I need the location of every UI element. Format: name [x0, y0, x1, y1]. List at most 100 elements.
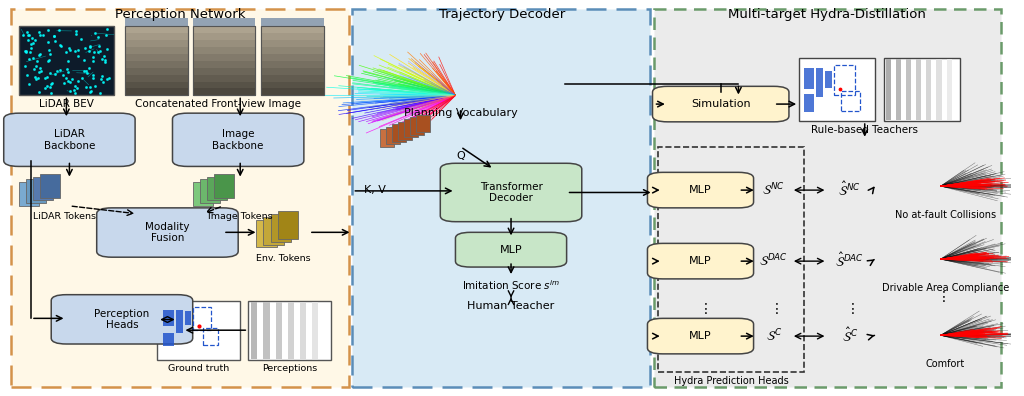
Bar — [261, 40, 324, 47]
Bar — [261, 19, 324, 27]
Text: Ground truth: Ground truth — [168, 364, 229, 373]
Point — [81, 65, 97, 71]
Text: Image Tokens: Image Tokens — [208, 212, 272, 221]
Point — [29, 75, 45, 82]
Text: $\hat{\mathcal{S}}^{C}$: $\hat{\mathcal{S}}^{C}$ — [842, 327, 858, 345]
Bar — [193, 19, 255, 27]
Point — [26, 55, 42, 61]
Point — [67, 87, 83, 93]
Point — [41, 57, 57, 63]
Text: Concatenated Front-view Image: Concatenated Front-view Image — [135, 99, 301, 109]
Point — [52, 42, 69, 48]
Bar — [125, 27, 187, 33]
Point — [67, 83, 83, 89]
Bar — [164, 310, 173, 326]
Point — [96, 57, 113, 63]
Point — [20, 81, 37, 87]
Point — [24, 41, 40, 47]
Point — [81, 48, 97, 54]
Point — [68, 28, 84, 34]
Bar — [193, 27, 255, 95]
Text: Image
Backbone: Image Backbone — [213, 129, 264, 150]
Point — [35, 32, 51, 38]
Point — [38, 83, 54, 89]
Point — [85, 58, 101, 65]
Point — [37, 74, 53, 81]
Bar — [158, 301, 241, 360]
Point — [41, 46, 57, 53]
Point — [84, 54, 100, 61]
Bar — [193, 182, 213, 206]
Point — [22, 49, 38, 55]
Point — [22, 56, 38, 62]
Bar — [288, 302, 294, 359]
Bar — [125, 19, 187, 27]
Text: $\hat{\mathcal{S}}^{DAC}$: $\hat{\mathcal{S}}^{DAC}$ — [836, 252, 864, 270]
Point — [86, 49, 102, 55]
Point — [60, 44, 77, 51]
FancyBboxPatch shape — [96, 208, 239, 257]
FancyBboxPatch shape — [440, 163, 582, 222]
Bar — [398, 122, 412, 140]
Point — [87, 30, 103, 36]
FancyBboxPatch shape — [647, 318, 754, 354]
Bar — [18, 27, 114, 95]
Point — [74, 75, 90, 81]
Point — [33, 68, 49, 74]
Bar — [263, 302, 269, 359]
Bar — [896, 59, 901, 120]
Text: Rule-based Teachers: Rule-based Teachers — [811, 125, 919, 135]
Text: MLP: MLP — [689, 256, 712, 266]
Point — [92, 90, 109, 96]
Point — [40, 27, 56, 33]
Point — [99, 46, 116, 53]
Text: Comfort: Comfort — [926, 359, 966, 369]
Bar — [261, 27, 324, 33]
Point — [87, 82, 103, 89]
Point — [42, 51, 58, 57]
Bar — [184, 311, 190, 325]
Point — [40, 58, 56, 64]
Bar — [835, 65, 855, 95]
Bar — [164, 333, 173, 346]
Point — [73, 36, 89, 42]
Text: Hydra Prediction Heads: Hydra Prediction Heads — [674, 376, 788, 386]
Bar — [193, 82, 255, 88]
Bar — [300, 302, 306, 359]
Text: LiDAR
Backbone: LiDAR Backbone — [44, 129, 95, 150]
Point — [99, 76, 116, 82]
Point — [47, 38, 63, 44]
Bar — [40, 174, 60, 198]
Bar — [248, 301, 331, 360]
Bar — [125, 75, 187, 82]
Point — [43, 80, 59, 86]
Text: Imitation Score $s^{im}$: Imitation Score $s^{im}$ — [462, 278, 560, 292]
Bar — [125, 40, 187, 47]
Point — [20, 32, 37, 38]
Point — [19, 37, 36, 43]
Bar — [193, 19, 255, 27]
Bar — [125, 19, 187, 27]
Point — [27, 37, 43, 44]
Point — [94, 55, 111, 62]
Point — [55, 80, 72, 86]
Bar — [804, 68, 814, 89]
Text: Env. Tokens: Env. Tokens — [256, 254, 311, 263]
Text: MLP: MLP — [500, 245, 522, 255]
Point — [59, 57, 76, 64]
Point — [82, 84, 98, 91]
Bar — [193, 19, 255, 27]
Bar — [261, 75, 324, 82]
Point — [82, 43, 98, 50]
Text: Perception
Heads: Perception Heads — [94, 308, 150, 330]
Point — [30, 75, 46, 81]
Bar — [125, 47, 187, 54]
Point — [18, 72, 35, 78]
Text: Trajectory Decoder: Trajectory Decoder — [439, 8, 565, 21]
Bar — [125, 19, 187, 27]
Text: MLP: MLP — [689, 331, 712, 341]
Bar — [799, 58, 874, 121]
Point — [22, 32, 38, 38]
Point — [98, 26, 115, 32]
Point — [32, 51, 48, 57]
